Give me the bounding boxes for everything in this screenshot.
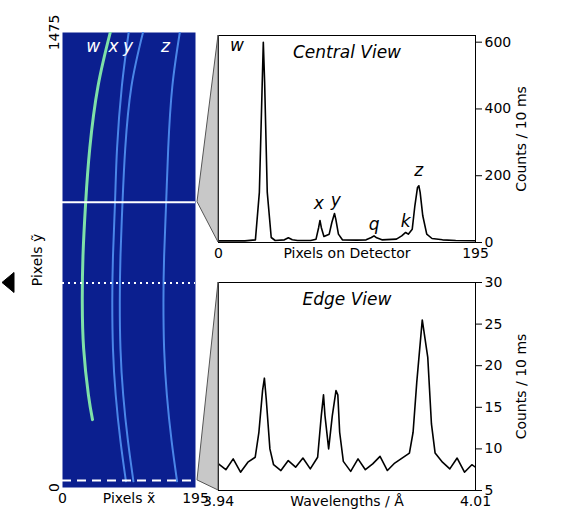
svg-text:Counts / 10 ms: Counts / 10 ms [513, 86, 529, 192]
svg-text:Central View: Central View [293, 42, 401, 62]
svg-text:0: 0 [214, 245, 223, 261]
svg-text:Edge View: Edge View [303, 289, 392, 309]
svg-text:k: k [401, 211, 412, 231]
svg-text:w: w [86, 36, 100, 56]
svg-text:195: 195 [462, 245, 489, 262]
svg-text:4.01: 4.01 [459, 493, 492, 510]
svg-text:20: 20 [485, 357, 503, 373]
svg-text:200: 200 [485, 167, 512, 183]
svg-text:1475: 1475 [46, 15, 62, 51]
svg-text:25: 25 [485, 316, 503, 332]
svg-text:Pixels x̃: Pixels x̃ [103, 490, 155, 506]
svg-text:q: q [369, 214, 380, 234]
svg-text:30: 30 [485, 274, 503, 290]
svg-text:w: w [230, 35, 244, 55]
svg-text:10: 10 [485, 440, 503, 456]
svg-text:Pixels on Detector: Pixels on Detector [283, 245, 410, 261]
svg-text:y: y [330, 190, 342, 210]
svg-text:0: 0 [485, 234, 494, 250]
svg-text:Counts / 10 ms: Counts / 10 ms [513, 334, 529, 440]
svg-text:0: 0 [58, 490, 67, 507]
svg-text:Wavelengths / Å: Wavelengths / Å [290, 493, 404, 509]
svg-text:y: y [122, 36, 134, 56]
svg-text:600: 600 [485, 34, 512, 50]
svg-text:z: z [160, 36, 171, 56]
svg-text:195: 195 [182, 490, 209, 507]
svg-text:Pixels ỹ: Pixels ỹ [29, 234, 45, 286]
svg-text:x: x [108, 36, 120, 56]
svg-text:400: 400 [485, 100, 512, 116]
svg-text:15: 15 [485, 399, 503, 415]
svg-text:5: 5 [485, 482, 494, 498]
svg-text:x: x [313, 193, 325, 213]
svg-text:3.94: 3.94 [203, 493, 234, 509]
svg-text:0: 0 [46, 483, 62, 492]
svg-text:z: z [413, 160, 424, 180]
